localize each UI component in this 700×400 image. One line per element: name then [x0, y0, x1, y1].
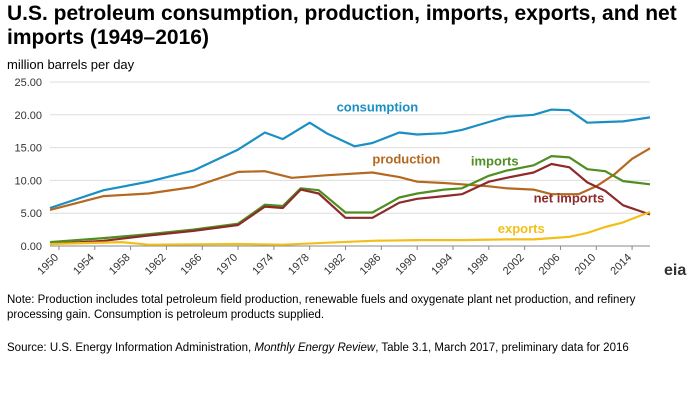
series-label-production: production	[372, 151, 440, 166]
series-label-imports: imports	[471, 153, 519, 168]
eia-logo: eia	[664, 262, 687, 279]
source-suffix: , Table 3.1, March 2017, preliminary dat…	[375, 342, 629, 354]
y-tick-label: 20.00	[14, 110, 42, 122]
x-tick-label: 1990	[393, 252, 419, 278]
x-tick-label: 1966	[179, 252, 205, 278]
y-tick-label: 10.00	[14, 175, 42, 187]
source-note: Source: U.S. Energy Information Administ…	[7, 341, 667, 356]
y-axis-unit-label: million barrels per day	[7, 57, 135, 72]
source-publication: Monthly Energy Review	[254, 342, 376, 354]
x-tick-label: 1978	[286, 252, 312, 278]
x-axis-tick-labels: 1950 1954 1958 1962 1966 1970 1974 1978 1982 1986…	[35, 252, 634, 278]
x-tick-label: 1962	[143, 252, 169, 278]
x-tick-label: 1998	[465, 252, 491, 278]
series-line-imports	[49, 154, 651, 244]
series-lines	[49, 108, 651, 246]
series-labels: consumption production imports net imports e…	[337, 100, 605, 236]
series-line-consumption	[49, 108, 651, 210]
x-tick-label: 1950	[35, 252, 61, 278]
x-tick-label: 1958	[107, 252, 133, 278]
y-tick-label: 25.00	[14, 77, 42, 89]
series-line-net-imports	[49, 162, 651, 246]
x-tick-label: 2002	[501, 252, 527, 278]
series-label-net-imports: net imports	[534, 191, 605, 206]
x-tick-label: 2006	[537, 252, 563, 278]
x-tick-label: 2010	[573, 252, 599, 278]
x-tick-label: 1970	[214, 252, 240, 278]
y-axis-tick-labels: 0.00 5.00 10.00 15.00 20.00 25.00	[14, 77, 42, 253]
y-tick-label: 5.00	[21, 208, 42, 220]
x-tick-label: 2014	[608, 252, 634, 278]
series-line-exports	[49, 210, 651, 246]
chart-title: U.S. petroleum consumption, production, …	[7, 2, 677, 49]
x-tick-label: 1954	[71, 252, 97, 278]
source-prefix: Source: U.S. Energy Information Administ…	[7, 342, 255, 354]
x-tick-label: 1982	[322, 252, 348, 278]
series-label-consumption: consumption	[337, 100, 419, 115]
y-tick-label: 0.00	[21, 241, 42, 253]
x-tick-label: 1974	[250, 252, 276, 278]
x-tick-label: 1986	[358, 252, 384, 278]
series-label-exports: exports	[498, 221, 545, 236]
footnote: Note: Production includes total petroleu…	[7, 294, 636, 321]
y-tick-label: 15.00	[14, 143, 42, 155]
series-line-production	[49, 147, 651, 211]
x-tick-label: 1994	[429, 252, 455, 278]
